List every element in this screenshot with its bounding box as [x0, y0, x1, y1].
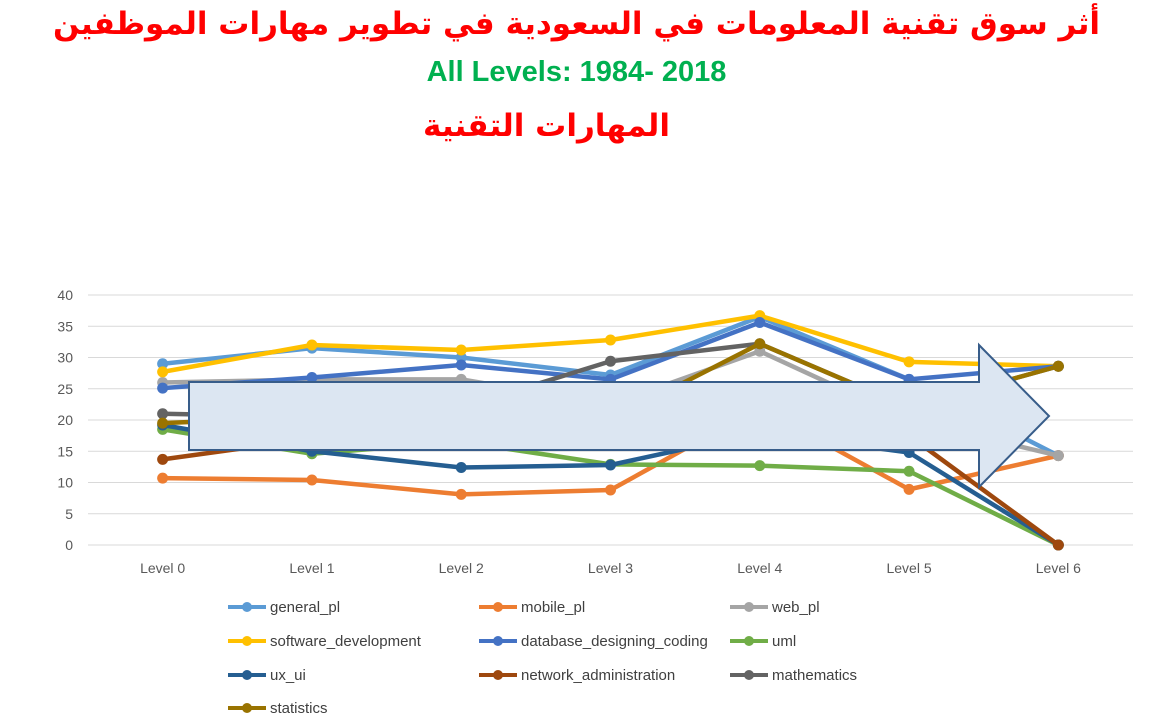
legend-item: web_pl [730, 599, 820, 616]
data-point [455, 359, 467, 371]
x-tick-label: Level 0 [140, 560, 185, 576]
series-software_development [157, 310, 1064, 378]
chart-subtitle: All Levels: 1984- 2018 [426, 56, 727, 88]
y-tick-label: 10 [57, 475, 73, 491]
y-tick-label: 0 [65, 537, 73, 553]
legend-marker [493, 670, 503, 680]
y-axis-ticks: 0 5 10 15 20 25 30 35 40 [57, 287, 73, 553]
y-tick-label: 15 [57, 443, 73, 459]
data-point [157, 417, 169, 429]
legend-marker [242, 670, 252, 680]
x-tick-label: Level 3 [588, 560, 633, 576]
legend-marker [242, 703, 252, 713]
right-arrow-shape [188, 342, 1051, 490]
data-point [157, 366, 169, 378]
data-point [903, 483, 915, 495]
legend-item: software_development [228, 633, 422, 650]
y-tick-label: 25 [57, 381, 73, 397]
legend-item: ux_ui [228, 667, 306, 684]
legend-marker [744, 636, 754, 646]
data-point [903, 465, 915, 477]
legend-label: uml [772, 633, 796, 650]
x-tick-label: Level 2 [439, 560, 484, 576]
chart-title: أثر سوق تقنية المعلومات في السعودية في ت… [52, 6, 1101, 42]
data-point [306, 474, 318, 486]
data-point [1052, 539, 1064, 551]
y-tick-label: 35 [57, 318, 73, 334]
data-point [605, 484, 616, 496]
legend-item: general_pl [228, 599, 340, 616]
legend-marker [242, 636, 252, 646]
legend-marker [493, 602, 503, 612]
legend: general_pl mobile_pl web_pl software_develo… [228, 599, 857, 717]
data-point [1052, 360, 1064, 372]
x-axis-ticks: Level 0 Level 1 Level 2 Level 3 Level 4 Level… [140, 560, 1081, 576]
legend-label: network_administration [521, 667, 675, 684]
data-point [157, 408, 169, 420]
data-point [157, 382, 169, 394]
x-tick-label: Level 5 [886, 560, 931, 576]
data-point [157, 453, 169, 465]
data-point [455, 344, 467, 356]
data-point [306, 339, 318, 351]
legend-marker [493, 636, 503, 646]
legend-label: mathematics [772, 667, 857, 684]
legend-label: software_development [270, 633, 422, 650]
data-point [903, 356, 915, 368]
legend-marker [744, 670, 754, 680]
data-point [306, 372, 318, 383]
legend-item: mathematics [730, 667, 857, 684]
data-point [605, 459, 616, 471]
y-tick-label: 40 [57, 287, 73, 303]
data-point [157, 472, 169, 484]
x-tick-label: Level 1 [289, 560, 334, 576]
legend-item: mobile_pl [479, 599, 585, 616]
legend-label: web_pl [771, 599, 820, 616]
data-point [455, 488, 467, 500]
legend-item: network_administration [479, 667, 675, 684]
section-title: المهارات التقنية [423, 108, 670, 144]
legend-label: ux_ui [270, 667, 306, 684]
x-tick-label: Level 4 [737, 560, 782, 576]
legend-label: statistics [270, 700, 328, 717]
legend-item: statistics [228, 700, 328, 717]
legend-label: database_designing_coding [521, 633, 708, 650]
data-point [157, 358, 169, 370]
y-tick-label: 5 [65, 506, 73, 522]
data-point [754, 338, 766, 350]
legend-marker [744, 602, 754, 612]
data-point [754, 460, 766, 472]
data-point [1052, 450, 1064, 462]
legend-label: general_pl [270, 599, 340, 616]
data-point [455, 462, 467, 473]
data-point [605, 334, 616, 346]
data-point [754, 317, 766, 328]
legend-label: mobile_pl [521, 599, 585, 616]
y-tick-label: 30 [57, 350, 73, 366]
y-tick-label: 20 [57, 412, 73, 428]
legend-item: database_designing_coding [479, 633, 708, 650]
data-point [605, 355, 616, 367]
arrow-overlay [188, 342, 1051, 490]
x-tick-label: Level 6 [1036, 560, 1081, 576]
legend-item: uml [730, 633, 796, 650]
legend-marker [242, 602, 252, 612]
